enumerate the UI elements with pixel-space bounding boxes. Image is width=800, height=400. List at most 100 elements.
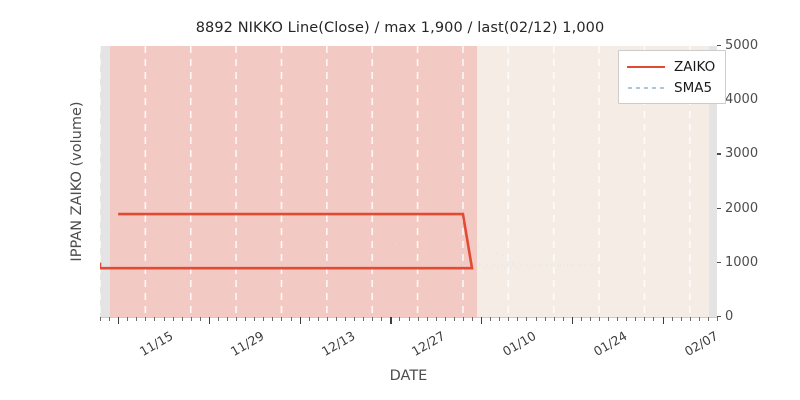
y-tick-label: 4000 [725, 92, 759, 108]
x-tick-label: 01/10 [499, 328, 539, 360]
x-tick-minor [163, 317, 165, 321]
x-tick-minor [190, 317, 192, 321]
x-tick-minor [199, 317, 201, 321]
x-tick-label: 02/07 [681, 328, 721, 360]
y-tick-mark [717, 45, 721, 47]
x-tick-major-11-15 [118, 317, 120, 324]
y-tick-mark [717, 153, 721, 155]
x-tick-label: 11/15 [136, 328, 176, 360]
x-tick-minor [245, 317, 247, 321]
x-tick-minor [680, 317, 682, 321]
x-axis: 11/15 11/29 12/13 12/27 01/10 01/24 02/07 [100, 317, 721, 372]
y-tick-label: 3000 [725, 146, 759, 162]
x-tick-major-12-27 [390, 317, 392, 324]
legend-item-sma5[interactable]: SMA5 [627, 77, 715, 98]
x-tick-minor [145, 317, 147, 321]
x-tick-minor [508, 317, 510, 321]
y-tick-mark [717, 207, 721, 209]
x-tick-minor [644, 317, 646, 321]
x-tick-minor [689, 317, 691, 321]
chart-title: 8892 NIKKO Line(Close) / max 1,900 / las… [195, 20, 605, 36]
x-tick-minor [517, 317, 519, 321]
x-tick-minor [717, 317, 718, 321]
x-tick-minor [617, 317, 619, 321]
x-tick-major-12-13 [299, 317, 301, 324]
x-tick-label: 12/27 [409, 328, 448, 360]
y-tick-mark [717, 316, 721, 318]
x-tick-major-01-10 [481, 317, 483, 324]
x-tick-minor [626, 317, 628, 321]
band-post-range [708, 46, 717, 317]
x-tick-minor [335, 317, 337, 321]
x-tick-minor [562, 317, 564, 321]
x-tick-minor [553, 317, 555, 321]
x-tick-minor [326, 317, 328, 321]
x-tick-minor [272, 317, 274, 321]
legend-label-zaiko: ZAIKO [674, 58, 716, 75]
y-axis: 0 1000 2000 3000 4000 5000 [717, 38, 797, 324]
y-tick-label: 1000 [725, 254, 759, 270]
x-tick-minor [381, 317, 383, 321]
series-line-zaiko [100, 212, 474, 270]
x-tick-major-01-24 [571, 317, 574, 324]
x-tick-minor [526, 317, 528, 321]
x-tick-minor [290, 317, 292, 321]
x-tick-minor [444, 317, 446, 321]
x-tick-minor [100, 317, 101, 321]
x-tick-major-02-07 [662, 317, 664, 324]
x-tick-minor [535, 317, 537, 321]
x-tick-minor [653, 317, 655, 321]
legend-item-zaiko[interactable]: ZAIKO [627, 56, 715, 77]
x-tick-minor [181, 317, 183, 321]
series-line-sma5 [100, 212, 600, 270]
x-tick-minor [490, 317, 492, 321]
x-tick-minor [635, 317, 637, 321]
x-tick-minor [317, 317, 319, 321]
x-tick-minor [217, 317, 219, 321]
x-axis-label: DATE [389, 368, 428, 384]
x-tick-major-11-29 [208, 317, 211, 324]
x-tick-minor [453, 317, 455, 321]
x-tick-minor [172, 317, 174, 321]
y-tick-label: 0 [725, 309, 734, 324]
x-tick-minor [408, 317, 410, 321]
x-tick-label: 01/24 [590, 328, 630, 360]
x-tick-minor [127, 317, 129, 321]
x-tick-minor [599, 317, 601, 321]
data-series [100, 212, 600, 270]
legend-swatch-zaiko-icon [627, 61, 665, 73]
x-tick-minor [589, 317, 591, 321]
x-tick-label: 12/13 [318, 328, 358, 360]
band-pink-period [109, 46, 477, 317]
x-tick-label: 11/29 [227, 328, 267, 360]
x-tick-minor [154, 317, 156, 321]
x-tick-minor [354, 317, 356, 321]
x-tick-minor [698, 317, 700, 321]
band-pre-range [100, 46, 110, 317]
y-tick-label: 5000 [725, 38, 759, 53]
x-tick-minor [227, 317, 229, 321]
x-tick-minor [426, 317, 428, 321]
x-tick-minor [472, 317, 473, 321]
grid-lines [100, 46, 691, 317]
y-axis-label: IPPAN ZAIKO (volume) [69, 101, 85, 262]
x-tick-minor [263, 317, 265, 321]
x-tick-minor [707, 317, 709, 321]
x-tick-minor [308, 317, 310, 321]
x-tick-minor [281, 317, 283, 321]
x-tick-minor [363, 317, 365, 321]
x-tick-minor [435, 317, 437, 321]
chart-legend[interactable]: ZAIKO SMA5 [618, 50, 727, 104]
x-tick-minor [344, 317, 346, 321]
x-tick-minor [608, 317, 610, 321]
y-tick-label: 2000 [725, 200, 759, 216]
x-tick-minor [254, 317, 256, 321]
x-tick-minor [417, 317, 419, 321]
x-tick-minor [399, 317, 401, 321]
legend-label-sma5: SMA5 [674, 79, 713, 96]
x-tick-minor [580, 317, 582, 321]
x-tick-minor [372, 317, 374, 321]
legend-swatch-sma5-icon [627, 82, 665, 94]
x-tick-minor [544, 317, 546, 321]
